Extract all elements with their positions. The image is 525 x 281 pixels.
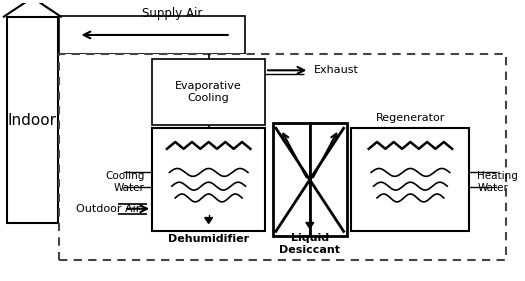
- Polygon shape: [59, 16, 246, 54]
- Text: Dehumidifier: Dehumidifier: [168, 234, 249, 244]
- Text: Liquid
Desiccant: Liquid Desiccant: [279, 233, 340, 255]
- Polygon shape: [152, 128, 265, 231]
- Polygon shape: [7, 17, 58, 223]
- Polygon shape: [306, 223, 314, 228]
- Text: Regenerator: Regenerator: [376, 114, 445, 123]
- Text: Heating
Water: Heating Water: [477, 171, 518, 193]
- Polygon shape: [152, 58, 265, 125]
- Polygon shape: [310, 123, 347, 236]
- Text: Outdoor Air: Outdoor Air: [76, 204, 140, 214]
- Polygon shape: [273, 123, 310, 236]
- Polygon shape: [352, 128, 469, 231]
- Text: Cooling
Water: Cooling Water: [105, 171, 144, 193]
- Polygon shape: [59, 54, 506, 260]
- Text: Indoor: Indoor: [8, 113, 57, 128]
- Text: Supply Air: Supply Air: [142, 7, 202, 20]
- Text: Evaporative
Cooling: Evaporative Cooling: [175, 81, 242, 103]
- Polygon shape: [205, 217, 213, 223]
- Text: Exhaust: Exhaust: [314, 65, 359, 75]
